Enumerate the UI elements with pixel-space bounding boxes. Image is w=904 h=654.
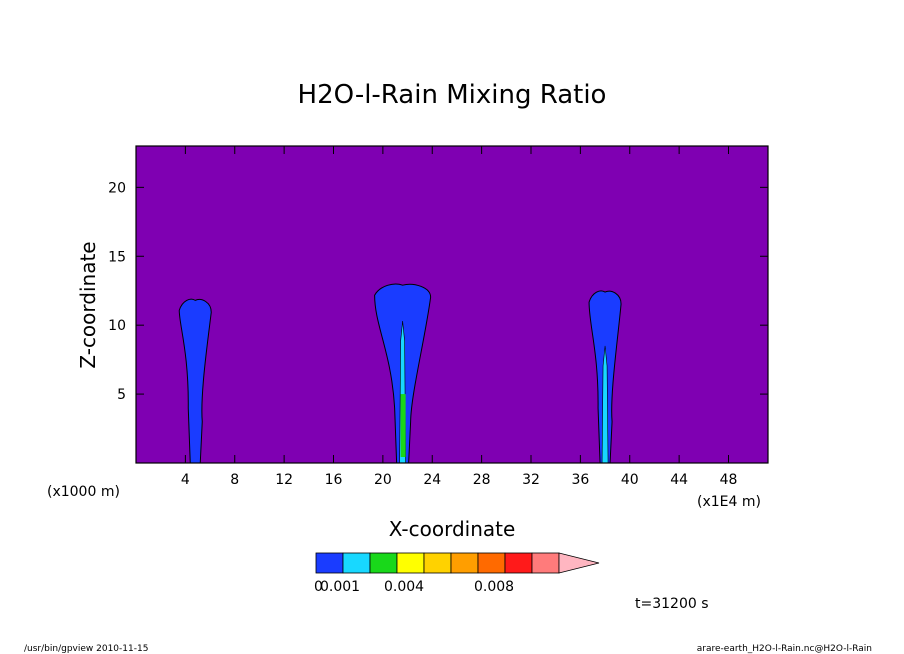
plot-background (136, 146, 768, 463)
y-tick-labels: 5 10 15 20 (108, 180, 126, 403)
x-tick-label: 4 (181, 472, 190, 488)
x-tick-label: 24 (423, 472, 441, 488)
y-axis-label: Z-coordinate (76, 241, 100, 368)
x-tick-label: 48 (720, 472, 738, 488)
plume-1 (178, 298, 212, 464)
chart-title: H2O-l-Rain Mixing Ratio (298, 80, 607, 110)
colorbar-segment (315, 552, 344, 574)
x-tick-label: 40 (621, 472, 639, 488)
colorbar-arrow (558, 552, 600, 574)
colorbar-labels: 00.001 0.004 0.008 (314, 579, 514, 595)
x-unit-right: (x1E4 m) (697, 494, 761, 510)
plot-frame (135, 145, 769, 464)
y-tick-label: 15 (108, 249, 126, 265)
colorbar-label: 0.001 (320, 579, 360, 595)
x-tick-labels: 4 8 12 16 20 24 28 32 36 40 44 48 (181, 472, 738, 488)
colorbar-segment (477, 552, 506, 574)
colorbar-label: 0.004 (384, 579, 424, 595)
x-tick-label: 44 (670, 472, 688, 488)
footer-right: arare-earth_H2O-l-Rain.nc@H2O-l-Rain (697, 644, 872, 654)
colorbar-segment (504, 552, 533, 574)
x-tick-label: 36 (571, 472, 589, 488)
colorbar-segment (342, 552, 371, 574)
colorbar-label: 0.008 (474, 579, 514, 595)
colorbar-label: 0 (314, 579, 323, 595)
colorbar-segment (450, 552, 479, 574)
y-tick-label: 5 (117, 387, 126, 403)
time-label: t=31200 s (635, 596, 709, 612)
y-tick-label: 20 (108, 180, 126, 196)
plume-core-green (400, 394, 406, 457)
colorbar-segment (423, 552, 452, 574)
x-tick-label: 20 (374, 472, 392, 488)
x-tick-label: 32 (522, 472, 540, 488)
x-tick-label: 16 (325, 472, 343, 488)
y-tick-label: 10 (108, 318, 126, 334)
plot-area (135, 145, 769, 464)
footer-left: /usr/bin/gpview 2010-11-15 (24, 644, 148, 654)
x-tick-label: 28 (473, 472, 491, 488)
x-axis-label: X-coordinate (389, 517, 516, 541)
x-unit-left: (x1000 m) (47, 484, 120, 500)
colorbar-segment (369, 552, 398, 574)
x-tick-label: 8 (230, 472, 239, 488)
x-tick-label: 12 (275, 472, 293, 488)
colorbar-segment (396, 552, 425, 574)
colorbar-segment (531, 552, 560, 574)
colorbar (315, 552, 600, 574)
